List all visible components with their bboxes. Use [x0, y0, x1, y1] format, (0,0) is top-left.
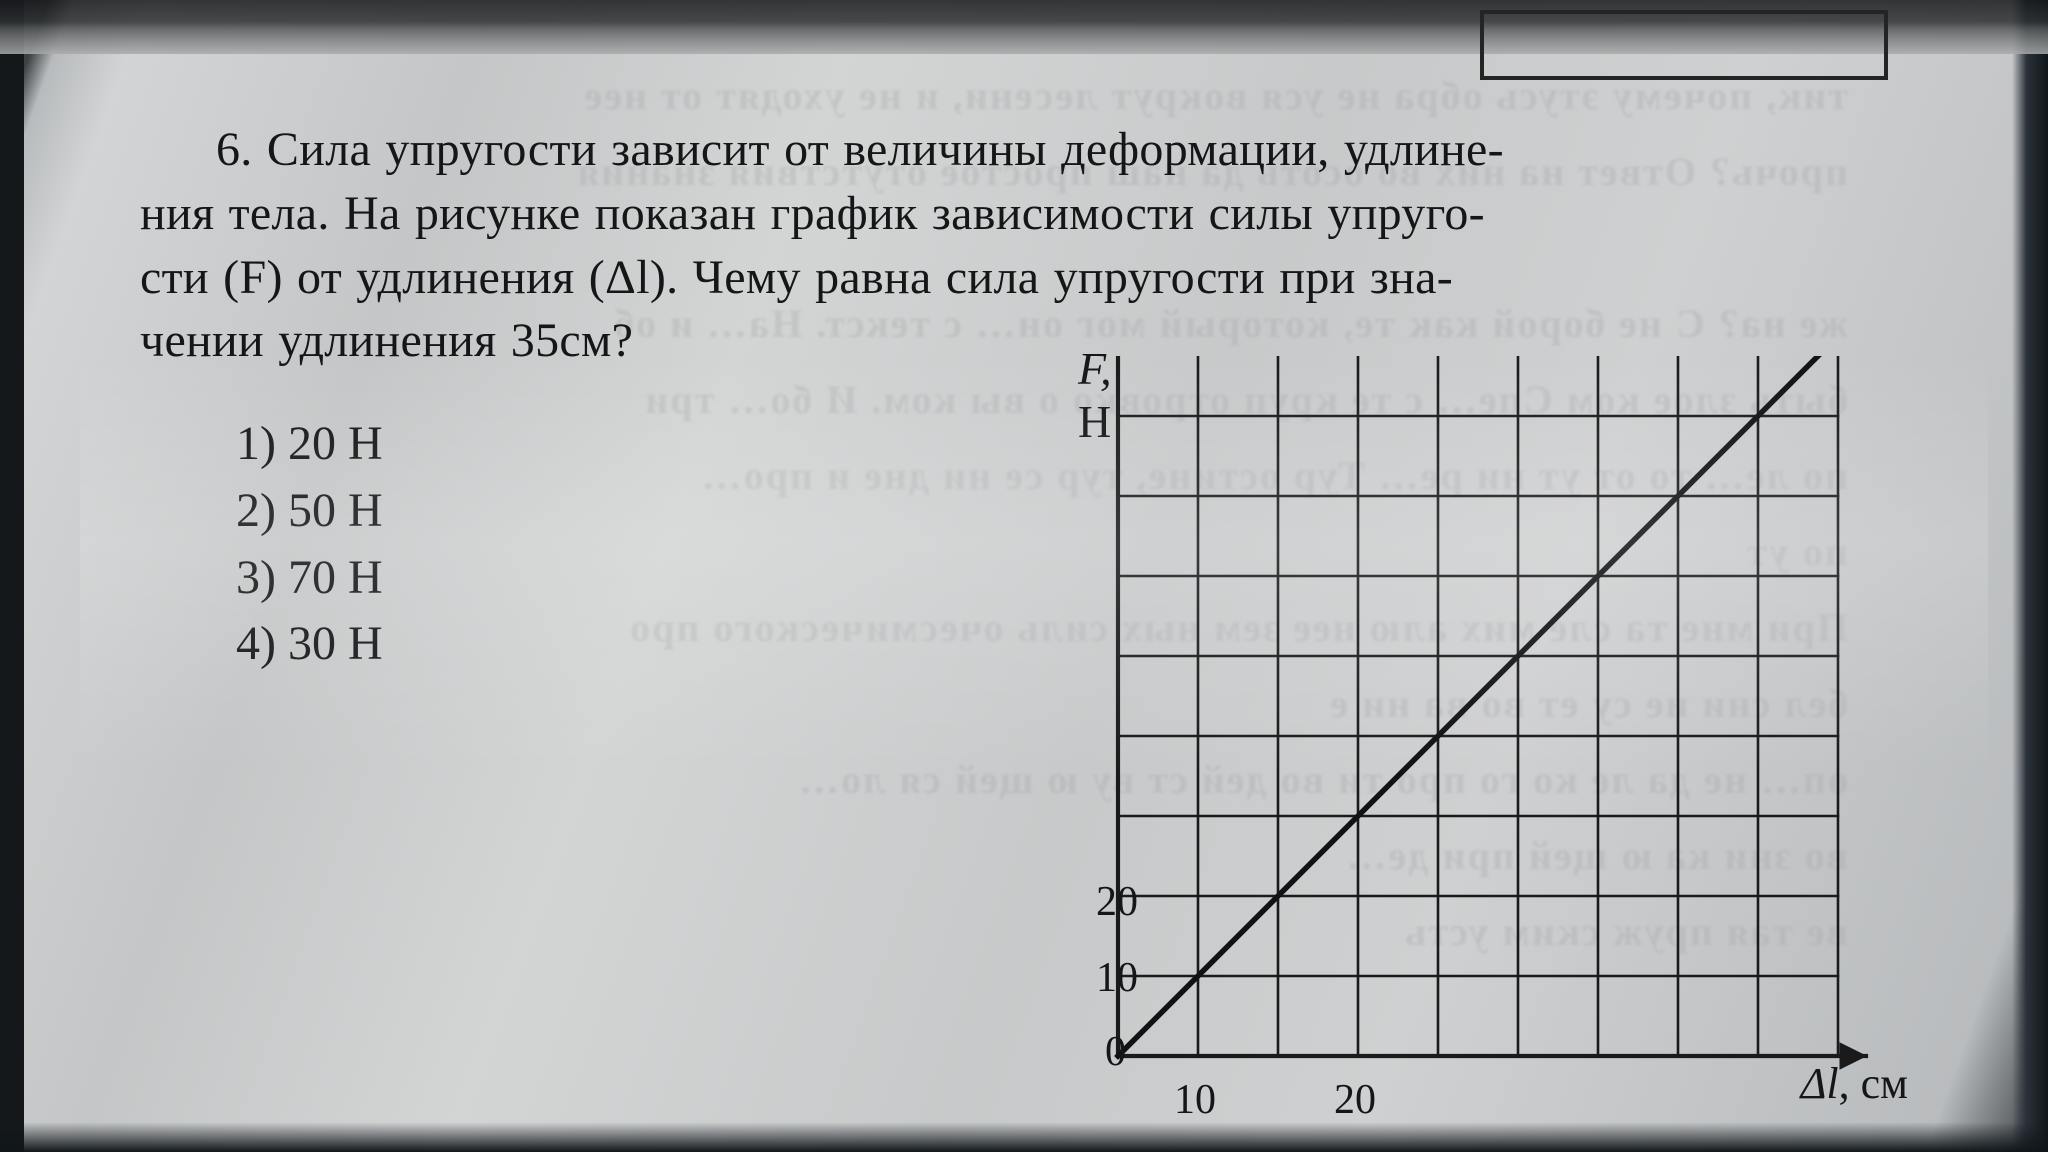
page: тик, почему этусь обра не уся вокрут лес…: [80, 54, 1988, 1122]
y-tick-0: 0: [1105, 1028, 1126, 1076]
answer-options: 1) 20 Н 2) 50 Н 3) 70 Н 4) 30 Н: [236, 412, 383, 679]
y-tick-10: 10: [1096, 954, 1138, 1002]
x-axis-label: Δl, см: [1801, 1058, 1908, 1109]
answer-option-3: 3) 70 Н: [236, 546, 383, 611]
question-number: 6.: [216, 123, 253, 176]
question-text: 6. Сила упругости зависит от величины де…: [140, 118, 1948, 373]
chart-svg: [1078, 356, 1898, 1116]
answer-option-2: 2) 50 Н: [236, 479, 383, 544]
chart: F, Н 20 10 0 10 20 Δl, см: [1078, 356, 1898, 1121]
answer-option-4: 4) 30 Н: [236, 612, 383, 677]
y-axis-label: F, Н: [1078, 342, 1134, 448]
answer-option-1: 1) 20 Н: [236, 412, 383, 477]
x-tick-10: 10: [1174, 1076, 1216, 1124]
x-tick-20: 20: [1334, 1076, 1376, 1124]
y-tick-20: 20: [1096, 878, 1138, 926]
